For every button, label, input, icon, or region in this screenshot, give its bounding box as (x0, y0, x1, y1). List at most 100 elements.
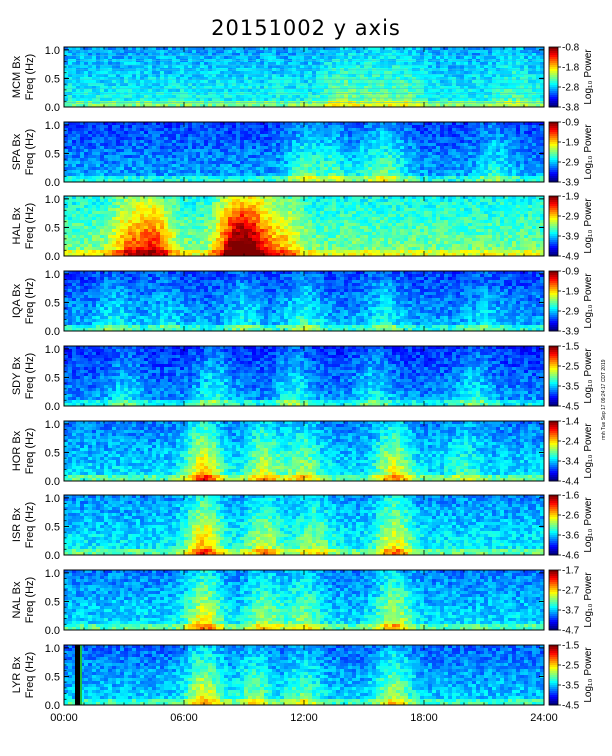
spectrogram-cell (360, 161, 365, 165)
spectrogram-cell (248, 179, 253, 183)
spectrogram-cell (380, 89, 385, 93)
spectrogram-cell (192, 155, 197, 159)
spectrogram-cell (216, 80, 221, 84)
spectrogram-cell (380, 98, 385, 102)
spectrogram-cell (528, 140, 533, 144)
spectrogram-cell (324, 173, 329, 177)
spectrogram-cell (236, 143, 241, 147)
spectrogram-cell (368, 152, 373, 156)
spectrogram-cell (148, 95, 153, 99)
spectrogram-cell (308, 50, 313, 54)
spectrogram-cell (112, 146, 117, 150)
spectrogram-cell (380, 80, 385, 84)
spectrogram-cell (84, 92, 89, 96)
spectrogram-cell (116, 80, 121, 84)
spectrogram-cell (436, 53, 441, 57)
spectrogram-cell (536, 74, 541, 78)
spectrogram-cell (108, 158, 113, 162)
spectrogram-cell (448, 140, 453, 144)
spectrogram-cell (240, 128, 245, 132)
spectrogram-cell (312, 80, 317, 84)
spectrogram-cell (404, 134, 409, 138)
spectrogram-cell (360, 128, 365, 132)
spectrogram-cell (128, 128, 133, 132)
spectrogram-cell (176, 89, 181, 93)
spectrogram-cell (428, 56, 433, 60)
spectrogram-cell (468, 77, 473, 81)
spectrogram-cell (388, 137, 393, 141)
spectrogram-cell (456, 104, 461, 108)
spectrogram-cell (228, 83, 233, 87)
spectrogram-cell (280, 83, 285, 87)
spectrogram-cell (396, 92, 401, 96)
spectrogram-cell (168, 95, 173, 99)
spectrogram-cell (524, 71, 529, 75)
spectrogram-cell (392, 74, 397, 78)
spectrogram-cell (524, 128, 529, 132)
spectrogram-cell (164, 92, 169, 96)
spectrogram-cell (348, 173, 353, 177)
spectrogram-cell (88, 65, 93, 69)
spectrogram-cell (340, 95, 345, 99)
spectrogram-cell (528, 98, 533, 102)
spectrogram-cell (288, 158, 293, 162)
spectrogram-cell (224, 173, 229, 177)
spectrogram-cell (464, 95, 469, 99)
spectrogram-cell (148, 98, 153, 102)
spectrogram-cell (316, 131, 321, 135)
spectrogram-cell (532, 176, 537, 180)
colorbar-swatch (549, 79, 558, 82)
spectrogram-cell (476, 131, 481, 135)
spectrogram-cell (288, 176, 293, 180)
spectrogram-cell (284, 140, 289, 144)
spectrogram-cell (448, 95, 453, 99)
spectrogram-cell (192, 137, 197, 141)
spectrogram-cell (104, 149, 109, 153)
spectrogram-cell (176, 134, 181, 138)
spectrogram-cell (96, 86, 101, 90)
spectrogram-cell (440, 65, 445, 69)
spectrogram-cell (300, 131, 305, 135)
spectrogram-cell (332, 86, 337, 90)
spectrogram-cell (456, 128, 461, 132)
spectrogram-cell (68, 176, 73, 180)
spectrogram-cell (264, 176, 269, 180)
spectrogram-cell (244, 62, 249, 66)
spectrogram-cell (144, 149, 149, 153)
spectrogram-cell (188, 131, 193, 135)
spectrogram-cell (124, 179, 129, 183)
spectrogram-cell (104, 104, 109, 108)
spectrogram-cell (184, 170, 189, 174)
spectrogram-cell (120, 140, 125, 144)
spectrogram-cell (84, 77, 89, 81)
spectrogram-cell (456, 125, 461, 129)
spectrogram-cell (328, 137, 333, 141)
spectrogram-cell (216, 149, 221, 153)
spectrogram-cell (260, 56, 265, 60)
spectrogram-cell (348, 134, 353, 138)
spectrogram-cell (112, 104, 117, 108)
spectrogram-cell (304, 179, 309, 183)
spectrogram-cell (96, 161, 101, 165)
spectrogram-cell (280, 104, 285, 108)
spectrogram-cell (320, 179, 325, 183)
spectrogram-cell (396, 179, 401, 183)
spectrogram-cell (496, 134, 501, 138)
spectrogram-cell (508, 74, 513, 78)
spectrogram-cell (112, 149, 117, 153)
spectrogram-cell (108, 122, 113, 126)
spectrogram-cell (304, 53, 309, 57)
spectrogram-cell (260, 131, 265, 135)
spectrogram-cell (156, 176, 161, 180)
spectrogram-cell (424, 95, 429, 99)
spectrogram-cell (540, 128, 545, 132)
spectrogram-cell (412, 56, 417, 60)
spectrogram-cell (360, 125, 365, 129)
colorbar-swatch (549, 67, 558, 70)
spectrogram-cell (388, 155, 393, 159)
spectrogram-cell (468, 164, 473, 168)
spectrogram-cell (132, 140, 137, 144)
spectrogram-cell (240, 74, 245, 78)
spectrogram-cell (256, 143, 261, 147)
spectrogram-cell (356, 50, 361, 54)
